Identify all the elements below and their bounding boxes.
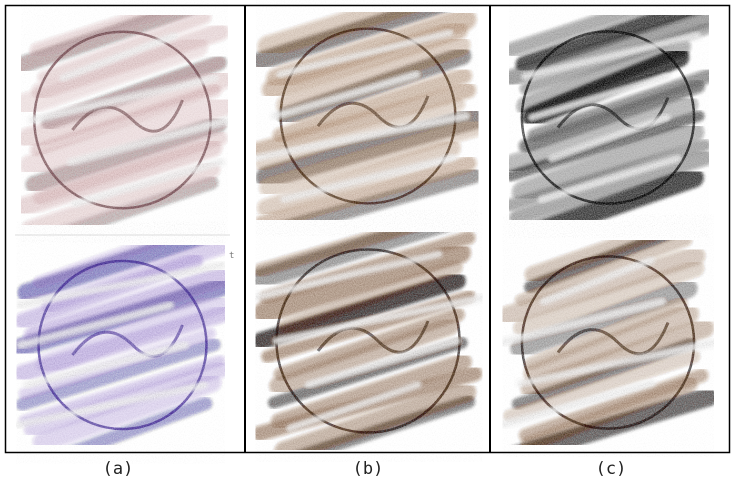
panel-label: (b) xyxy=(353,459,384,479)
stray-mark: t xyxy=(229,251,234,261)
panel-label: (a) xyxy=(103,459,134,479)
panel-label: (c) xyxy=(596,459,627,479)
figure: t (a) (b) (c) xyxy=(0,0,732,485)
